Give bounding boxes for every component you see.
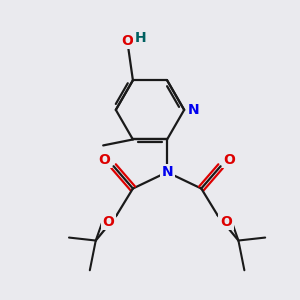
Text: N: N xyxy=(187,103,199,117)
Text: O: O xyxy=(220,215,232,229)
Text: O: O xyxy=(102,215,114,229)
Text: N: N xyxy=(161,165,173,179)
Text: O: O xyxy=(99,153,111,167)
Text: O: O xyxy=(224,153,236,167)
Text: O: O xyxy=(121,34,133,48)
Text: H: H xyxy=(135,31,147,45)
